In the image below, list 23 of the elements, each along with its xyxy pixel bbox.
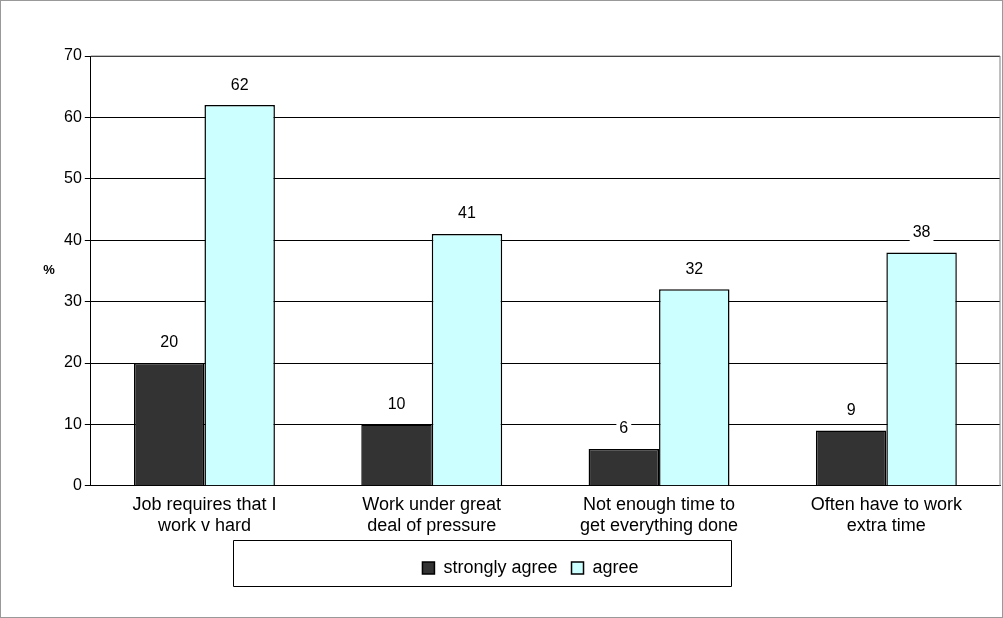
x-tick-label: Often have to work extra time	[810, 493, 963, 536]
data-label: 32	[685, 259, 704, 277]
y-tick-label: 20	[64, 353, 82, 371]
y-tick-label: 40	[64, 230, 82, 248]
y-axis-title: %	[43, 262, 56, 278]
data-label: 62	[230, 75, 249, 93]
data-label: 20	[160, 333, 179, 351]
y-tick-label: 60	[64, 107, 82, 125]
x-tick-label: Work under great deal of pressure	[362, 493, 502, 536]
x-tick-label: Job requires that I work v hard	[132, 493, 277, 536]
legend-label: agree	[592, 556, 639, 577]
y-tick-label: 50	[64, 169, 82, 187]
y-tick-label: 70	[64, 46, 82, 64]
data-label: 9	[846, 400, 856, 418]
y-tick-label: 30	[64, 292, 82, 310]
data-label: 6	[619, 419, 629, 437]
y-tick-label: 0	[72, 476, 82, 494]
legend-label: strongly agree	[443, 556, 558, 577]
data-label: 41	[458, 204, 476, 222]
data-label: 10	[387, 394, 406, 412]
y-tick-label: 10	[64, 414, 82, 432]
data-label: 38	[912, 222, 931, 240]
x-tick-label: Not enough time to get everything done	[579, 493, 739, 536]
